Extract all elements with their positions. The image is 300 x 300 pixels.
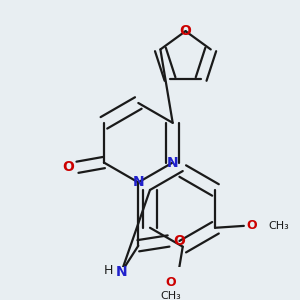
Text: H: H [103,264,113,277]
Text: O: O [173,234,185,248]
Text: CH₃: CH₃ [268,221,289,231]
Text: O: O [246,219,257,232]
Text: CH₃: CH₃ [160,291,181,300]
Text: O: O [62,160,74,174]
Text: O: O [180,24,191,38]
Text: N: N [167,155,178,170]
Text: N: N [116,265,127,279]
Text: N: N [133,176,144,189]
Text: O: O [165,276,176,289]
